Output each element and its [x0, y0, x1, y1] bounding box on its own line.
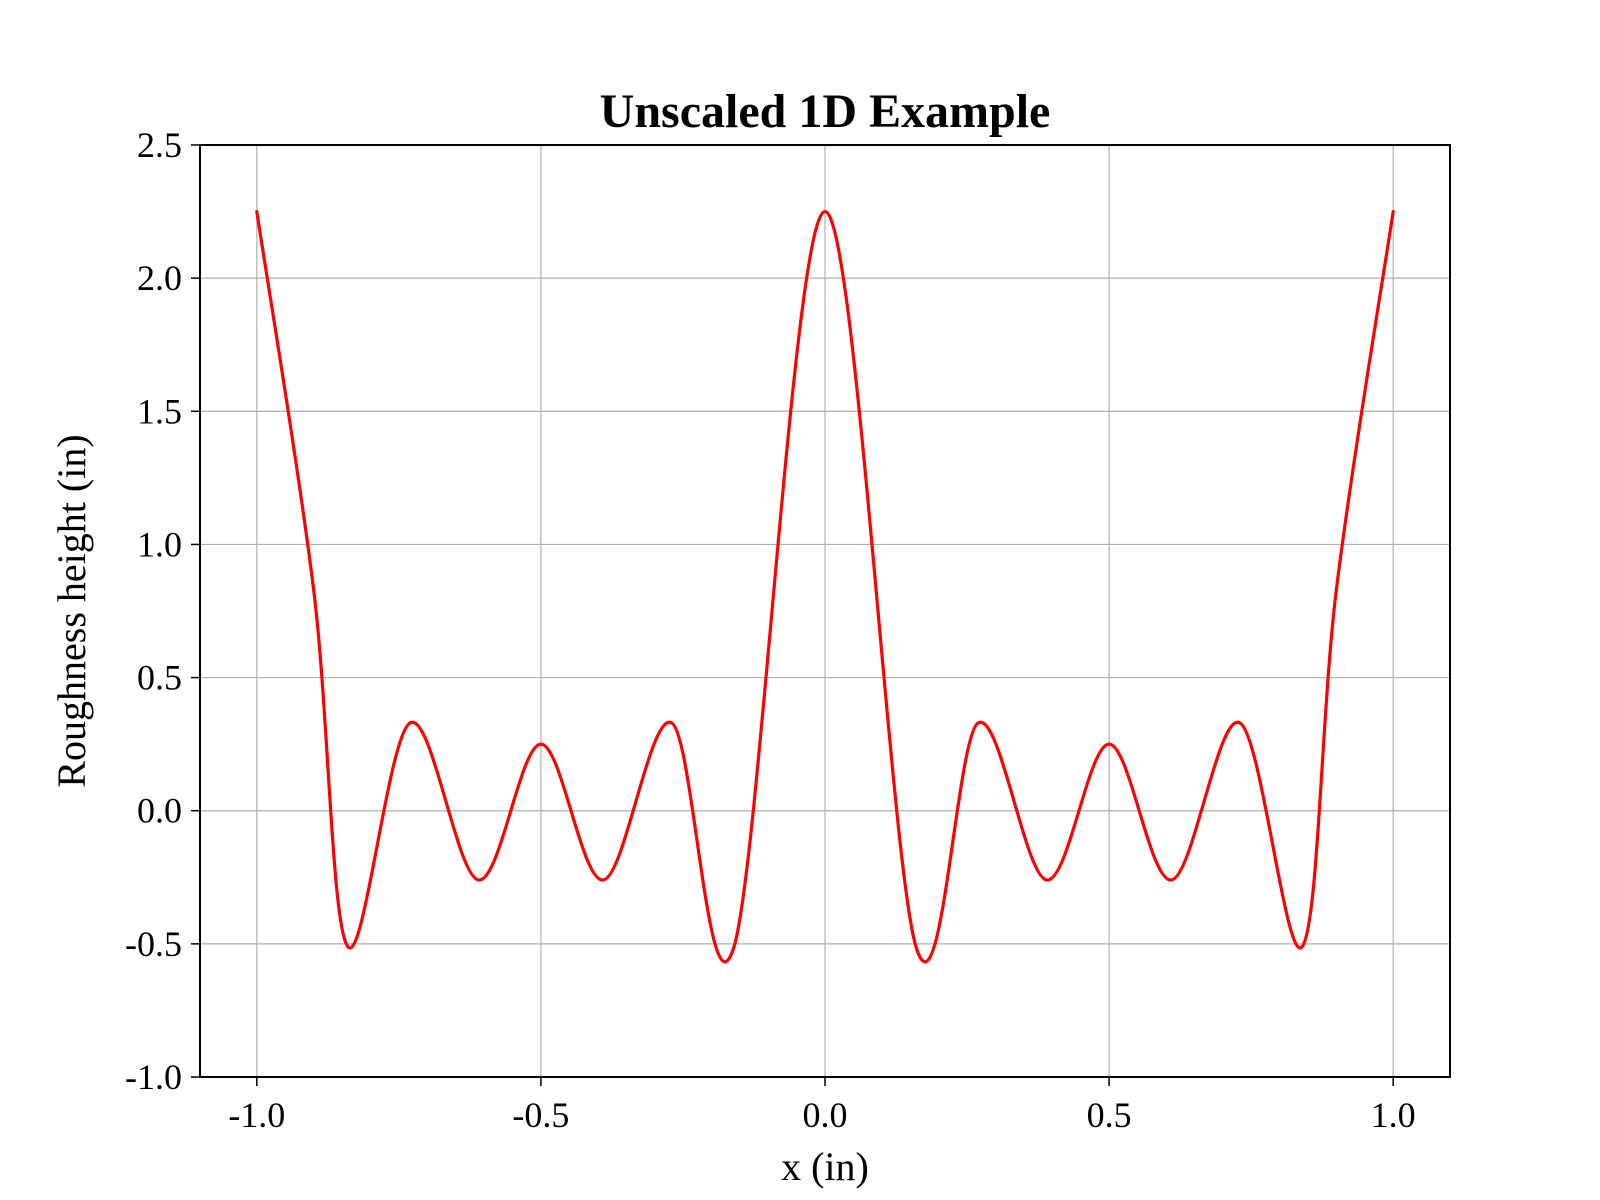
y-tick-label: -0.5 — [125, 924, 182, 964]
y-tick-label: 1.5 — [137, 391, 182, 431]
y-tick-label: 0.0 — [137, 791, 182, 831]
x-tick-label: -0.5 — [512, 1095, 569, 1135]
x-axis-label: x (in) — [781, 1144, 869, 1189]
x-tick-label: 0.5 — [1087, 1095, 1132, 1135]
series-layer — [255, 209, 1395, 964]
x-tick-label: -1.0 — [228, 1095, 285, 1135]
x-tick-label: 0.0 — [803, 1095, 848, 1135]
axis-ticks: -1.0 -0.5 0.0 0.5 1.0 -1.0 -0.5 0.0 0.5 1.0 1.5 2.0… — [125, 125, 1416, 1135]
y-axis-label: Roughness height (in) — [49, 434, 94, 787]
series-line — [255, 209, 1395, 964]
chart-title: Unscaled 1D Example — [600, 85, 1051, 138]
y-tick-label: -1.0 — [125, 1057, 182, 1097]
y-tick-label: 1.0 — [137, 524, 182, 564]
y-tick-label: 2.0 — [137, 258, 182, 298]
x-tick-label: 1.0 — [1371, 1095, 1416, 1135]
y-tick-label: 0.5 — [137, 658, 182, 698]
y-tick-label: 2.5 — [137, 125, 182, 165]
